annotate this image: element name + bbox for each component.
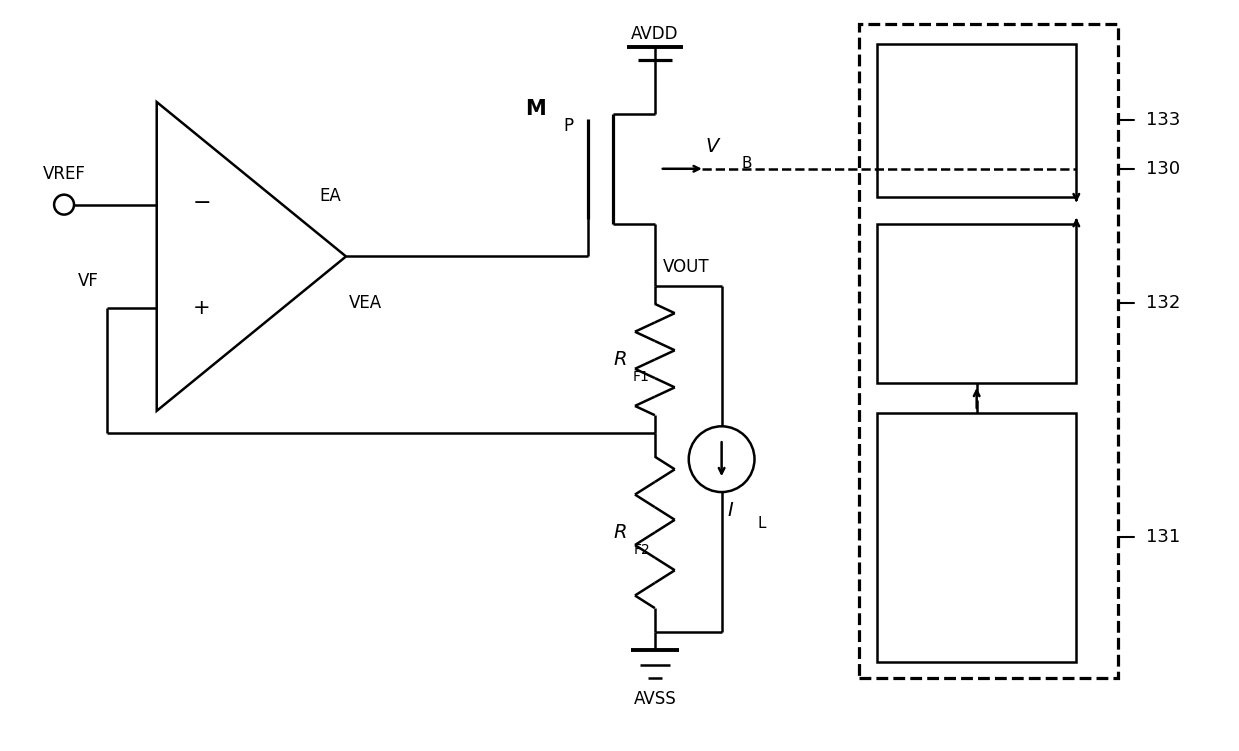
- Text: AVSS: AVSS: [633, 690, 676, 708]
- Text: F1: F1: [633, 370, 650, 385]
- Text: L: L: [757, 517, 766, 532]
- Text: $R$: $R$: [613, 523, 627, 542]
- Text: −: −: [192, 193, 211, 213]
- Bar: [859, 24, 1118, 678]
- Bar: [877, 413, 1077, 662]
- Text: 130: 130: [1146, 160, 1181, 178]
- Text: $V$: $V$: [705, 137, 721, 155]
- Text: +: +: [193, 298, 211, 318]
- Text: F2: F2: [633, 544, 650, 557]
- Text: 133: 133: [1146, 111, 1181, 129]
- Text: $R$: $R$: [613, 350, 627, 369]
- Text: $\mathbf{M}$: $\mathbf{M}$: [525, 99, 545, 119]
- Bar: [877, 44, 1077, 197]
- Bar: [877, 224, 1077, 383]
- Text: EA: EA: [320, 187, 341, 204]
- Text: $I$: $I$: [726, 502, 733, 520]
- Text: VEA: VEA: [349, 294, 382, 312]
- Text: VOUT: VOUT: [663, 258, 710, 276]
- Text: B: B: [742, 155, 752, 170]
- Text: 132: 132: [1146, 294, 1181, 312]
- Text: 131: 131: [1146, 529, 1181, 547]
- Text: AVDD: AVDD: [631, 26, 679, 44]
- Text: VF: VF: [78, 273, 99, 291]
- Text: P: P: [564, 117, 574, 135]
- Text: VREF: VREF: [42, 164, 85, 182]
